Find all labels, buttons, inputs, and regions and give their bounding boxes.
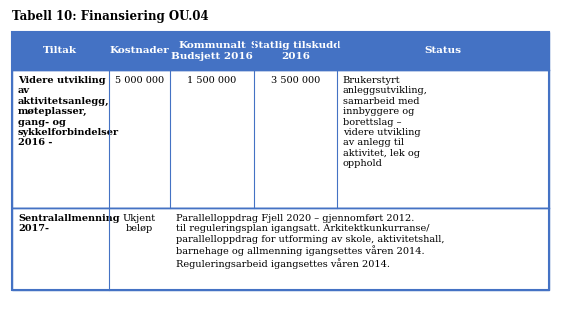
Text: Ukjent
beløp: Ukjent beløp: [123, 214, 156, 233]
Text: Tiltak: Tiltak: [43, 46, 77, 55]
Bar: [12, 208, 549, 290]
Text: Status: Status: [425, 46, 462, 55]
Text: Tabell 10: Finansiering OU.04: Tabell 10: Finansiering OU.04: [12, 10, 209, 23]
Text: 3 500 000: 3 500 000: [270, 76, 320, 85]
Text: Kommunalt
Budsjett 2016: Kommunalt Budsjett 2016: [171, 41, 253, 61]
Text: Parallelloppdrag Fjell 2020 – gjennomført 2012.
til reguleringsplan igangsatt. A: Parallelloppdrag Fjell 2020 – gjennomfør…: [176, 214, 445, 269]
Text: Statlig tilskudd
2016: Statlig tilskudd 2016: [251, 41, 340, 61]
Bar: [12, 70, 549, 208]
Text: Sentralallmenning
2017-: Sentralallmenning 2017-: [18, 214, 119, 233]
Text: 1 500 000: 1 500 000: [187, 76, 237, 85]
Text: Videre utvikling
av
aktivitetsanlegg,
møteplasser,
gang- og
sykkelforbindelser
2: Videre utvikling av aktivitetsanlegg, mø…: [18, 76, 119, 148]
Bar: [12, 32, 549, 70]
Text: Brukerstyrt
anleggsutvikling,
samarbeid med
innbyggere og
borettslag –
videre ut: Brukerstyrt anleggsutvikling, samarbeid …: [343, 76, 427, 168]
Bar: [12, 32, 549, 290]
Text: 5 000 000: 5 000 000: [115, 76, 164, 85]
Text: Kostnader: Kostnader: [109, 46, 169, 55]
